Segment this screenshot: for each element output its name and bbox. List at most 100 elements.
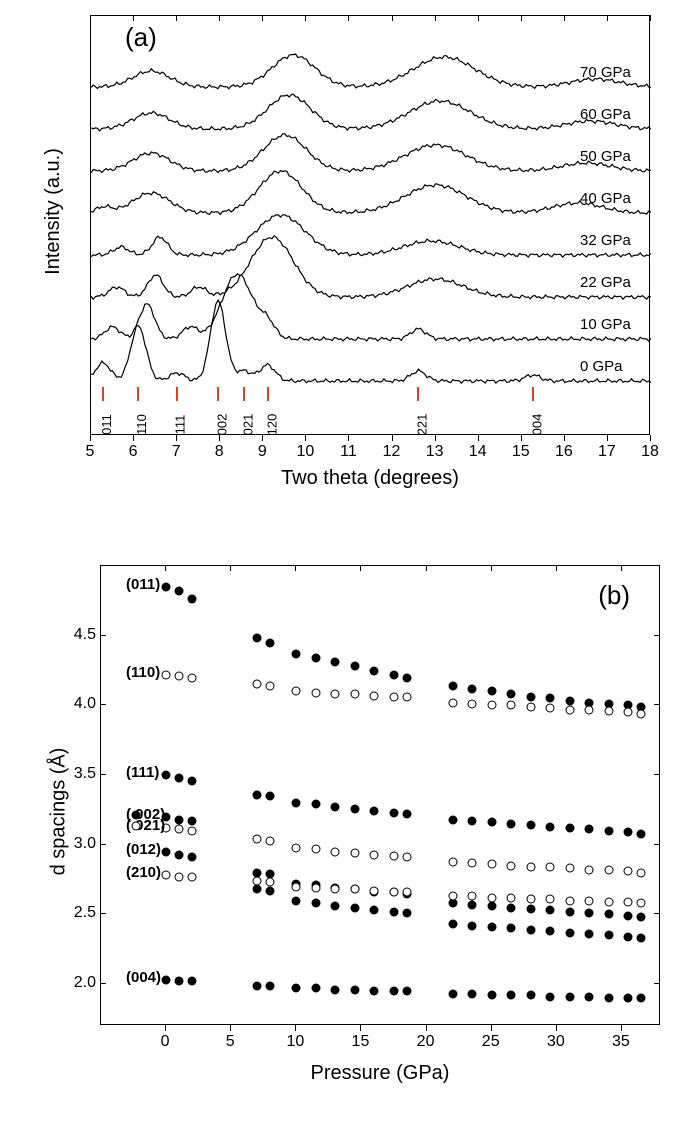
data-point xyxy=(390,851,399,860)
data-point xyxy=(331,885,340,894)
data-point xyxy=(604,994,613,1003)
data-point xyxy=(507,861,516,870)
x-tick xyxy=(621,1025,622,1031)
pressure-curve-label: 0 GPa xyxy=(580,358,623,375)
data-point xyxy=(546,694,555,703)
data-point xyxy=(526,863,535,872)
peak-tick xyxy=(217,387,219,401)
data-point xyxy=(507,924,516,933)
x-tick xyxy=(521,15,522,21)
pressure-curve-label: 22 GPa xyxy=(580,274,631,291)
data-point xyxy=(546,704,555,713)
x-tick xyxy=(478,435,479,441)
x-tick xyxy=(348,435,349,441)
x-tick xyxy=(230,1025,231,1031)
data-point xyxy=(331,803,340,812)
data-point xyxy=(585,705,594,714)
data-point xyxy=(487,902,496,911)
y-tick-label: 4.5 xyxy=(66,626,96,644)
x-tick-label: 6 xyxy=(129,443,138,461)
data-point xyxy=(526,821,535,830)
data-point xyxy=(266,638,275,647)
data-point xyxy=(162,871,171,880)
x-tick xyxy=(90,15,91,21)
data-point xyxy=(526,904,535,913)
pressure-curve-label: 50 GPa xyxy=(580,148,631,165)
data-point xyxy=(624,911,633,920)
data-point xyxy=(546,906,555,915)
data-point xyxy=(487,991,496,1000)
x-tick xyxy=(392,435,393,441)
y-tick xyxy=(654,913,660,914)
data-point xyxy=(162,847,171,856)
data-point xyxy=(253,680,262,689)
data-point xyxy=(507,690,516,699)
y-tick-label: 3.0 xyxy=(66,835,96,853)
data-point xyxy=(468,989,477,998)
peak-tick xyxy=(532,387,534,401)
x-tick xyxy=(491,1025,492,1031)
data-point xyxy=(585,865,594,874)
x-tick xyxy=(607,15,608,21)
xrd-curve xyxy=(91,171,651,215)
data-point xyxy=(390,693,399,702)
panel-a: Intensity (a.u.) (a) 5678910111213141516… xyxy=(30,10,670,490)
pressure-curve-label: 10 GPa xyxy=(580,316,631,333)
x-tick xyxy=(165,565,166,571)
data-point xyxy=(624,897,633,906)
data-point xyxy=(175,672,184,681)
x-tick xyxy=(564,15,565,21)
y-tick xyxy=(654,704,660,705)
data-point xyxy=(468,900,477,909)
data-point xyxy=(468,858,477,867)
data-point xyxy=(162,582,171,591)
legend-marker xyxy=(132,822,141,831)
peak-tick xyxy=(243,387,245,401)
data-point xyxy=(390,907,399,916)
data-point xyxy=(468,700,477,709)
data-point xyxy=(311,884,320,893)
data-point xyxy=(188,595,197,604)
x-tick xyxy=(360,1025,361,1031)
series-label: (012) xyxy=(126,841,161,858)
data-point xyxy=(637,868,646,877)
data-point xyxy=(175,850,184,859)
data-point xyxy=(448,920,457,929)
data-point xyxy=(175,815,184,824)
peak-tick xyxy=(137,387,139,401)
data-point xyxy=(565,824,574,833)
series-label: (210) xyxy=(126,864,161,881)
data-point xyxy=(175,587,184,596)
x-tick xyxy=(348,15,349,21)
data-point xyxy=(390,670,399,679)
peak-tick xyxy=(417,387,419,401)
data-point xyxy=(604,826,613,835)
x-tick xyxy=(262,15,263,21)
data-point xyxy=(370,807,379,816)
data-point xyxy=(624,867,633,876)
x-tick xyxy=(478,15,479,21)
x-tick xyxy=(176,435,177,441)
data-point xyxy=(487,687,496,696)
x-tick xyxy=(230,565,231,571)
data-point xyxy=(604,910,613,919)
data-point xyxy=(403,853,412,862)
x-tick xyxy=(556,1025,557,1031)
data-point xyxy=(403,693,412,702)
x-tick xyxy=(133,435,134,441)
x-tick xyxy=(219,15,220,21)
peak-tick xyxy=(102,387,104,401)
data-point xyxy=(448,815,457,824)
data-point xyxy=(175,825,184,834)
data-point xyxy=(370,987,379,996)
data-point xyxy=(188,776,197,785)
data-point xyxy=(637,829,646,838)
data-point xyxy=(253,981,262,990)
y-tick xyxy=(100,704,106,705)
x-tick xyxy=(392,15,393,21)
data-point xyxy=(565,864,574,873)
data-point xyxy=(468,684,477,693)
xrd-curve xyxy=(91,215,651,257)
data-point xyxy=(526,895,535,904)
data-point xyxy=(188,673,197,682)
